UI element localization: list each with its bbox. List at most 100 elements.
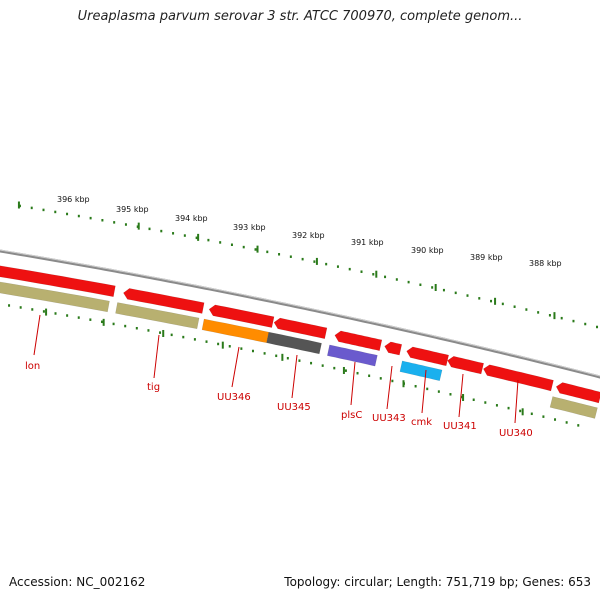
- ruler-tick: [548, 314, 551, 317]
- ruler-tick: [183, 234, 186, 237]
- lower-tick: [31, 308, 34, 311]
- lower-tick: [217, 342, 220, 346]
- leader-line: [458, 373, 464, 418]
- gene-tig[interactable]: [123, 288, 205, 314]
- gene-label-tig[interactable]: tig: [147, 382, 160, 393]
- feature-olive-2[interactable]: [115, 302, 200, 330]
- ruler-tick: [89, 216, 92, 220]
- ruler-tick: [490, 299, 493, 303]
- ruler-tick: [336, 265, 339, 268]
- kbp-label: 392 kbp: [292, 231, 325, 240]
- lower-tick: [19, 306, 22, 309]
- ruler-major-tick: [197, 233, 200, 241]
- gene-label-uu346[interactable]: UU346: [217, 392, 251, 403]
- lower-tick: [147, 329, 150, 332]
- gene-track: [0, 264, 600, 419]
- gene-label-cmk[interactable]: cmk: [411, 417, 432, 428]
- gene-cmk[interactable]: [406, 346, 450, 367]
- ruler-tick: [278, 253, 281, 256]
- lower-tick: [310, 361, 313, 365]
- lower-tick: [275, 354, 278, 358]
- leader-line: [33, 314, 41, 356]
- ruler-major-tick: [315, 257, 318, 265]
- ruler-major-tick: [494, 297, 497, 305]
- ruler-tick: [442, 288, 445, 292]
- lower-tick: [298, 359, 301, 362]
- gene-label-uu343[interactable]: UU343: [372, 413, 406, 424]
- gene-label-lon[interactable]: lon: [25, 361, 40, 372]
- ruler-tick: [172, 232, 175, 235]
- kbp-label: 393 kbp: [233, 223, 266, 232]
- ruler-tick: [348, 267, 351, 271]
- ruler-tick: [113, 221, 116, 224]
- gene-uu341[interactable]: [447, 356, 485, 375]
- kbp-label: 395 kbp: [116, 205, 149, 214]
- ruler-major-tick: [375, 270, 378, 278]
- ruler-tick: [77, 214, 80, 218]
- ruler-major-tick: [256, 245, 259, 253]
- kbp-label: 388 kbp: [529, 259, 562, 268]
- gene-label-uu345[interactable]: UU345: [277, 402, 311, 413]
- map-title: Ureaplasma parvum serovar 3 str. ATCC 70…: [77, 9, 523, 24]
- lower-tick: [519, 409, 522, 413]
- gene-lon[interactable]: [0, 264, 116, 297]
- gene-uu343[interactable]: [384, 341, 403, 356]
- lower-tick: [542, 415, 545, 418]
- lower-tick: [507, 406, 510, 410]
- lower-tick: [437, 390, 440, 393]
- feature-olive-1[interactable]: [0, 279, 110, 313]
- feature-cyan[interactable]: [399, 360, 443, 381]
- lower-major-tick: [102, 318, 105, 326]
- gene-next[interactable]: [555, 382, 600, 404]
- ruler-tick: [219, 241, 222, 244]
- gene-label-plsc[interactable]: plsC: [341, 410, 362, 421]
- lower-tick: [530, 412, 533, 416]
- ruler-tick: [325, 262, 328, 266]
- lower-tick: [333, 366, 336, 370]
- ruler-tick: [254, 248, 257, 251]
- ruler-tick: [596, 325, 599, 329]
- feature-gray[interactable]: [266, 331, 322, 355]
- lower-tick: [391, 379, 394, 383]
- ruler-tick: [66, 212, 69, 216]
- ruler-tick: [454, 291, 457, 295]
- lower-tick: [77, 316, 80, 319]
- gene-label-uu340[interactable]: UU340: [499, 428, 533, 439]
- lower-ruler: [8, 304, 580, 427]
- lower-tick: [112, 322, 115, 326]
- gene-uu340[interactable]: [483, 364, 554, 392]
- accession-text: Accession: NC_002162: [9, 575, 146, 589]
- lower-tick: [170, 333, 173, 337]
- leader-line: [291, 354, 298, 399]
- lower-major-tick: [521, 408, 524, 416]
- ruler-tick: [242, 245, 245, 249]
- lower-tick: [368, 374, 371, 378]
- feature-purple[interactable]: [327, 344, 378, 367]
- lower-tick: [565, 421, 568, 424]
- ruler-tick: [537, 311, 540, 314]
- backbone-line: [0, 249, 600, 379]
- ruler-tick: [101, 218, 104, 222]
- feature-olive-3[interactable]: [549, 396, 598, 419]
- lower-tick: [495, 404, 498, 407]
- lower-major-tick: [45, 308, 48, 316]
- ruler-tick: [372, 273, 375, 276]
- leader-line: [514, 379, 519, 424]
- lower-tick: [344, 369, 347, 372]
- gene-plsc[interactable]: [334, 330, 383, 352]
- gene-uu345[interactable]: [273, 317, 328, 339]
- ruler-major-tick: [137, 222, 140, 230]
- lower-major-tick: [281, 353, 284, 361]
- lower-tick: [205, 340, 208, 343]
- lower-major-tick: [402, 380, 405, 388]
- gene-label-uu341[interactable]: UU341: [443, 421, 477, 432]
- ruler-tick: [148, 227, 151, 231]
- lower-tick: [472, 398, 475, 402]
- ruler-tick: [395, 278, 398, 281]
- lower-tick: [577, 424, 580, 427]
- gene-uu346[interactable]: [208, 304, 275, 328]
- backbone-highlight: [0, 249, 600, 377]
- ruler-tick: [584, 322, 587, 326]
- lower-tick: [8, 304, 11, 307]
- lower-tick: [263, 352, 266, 355]
